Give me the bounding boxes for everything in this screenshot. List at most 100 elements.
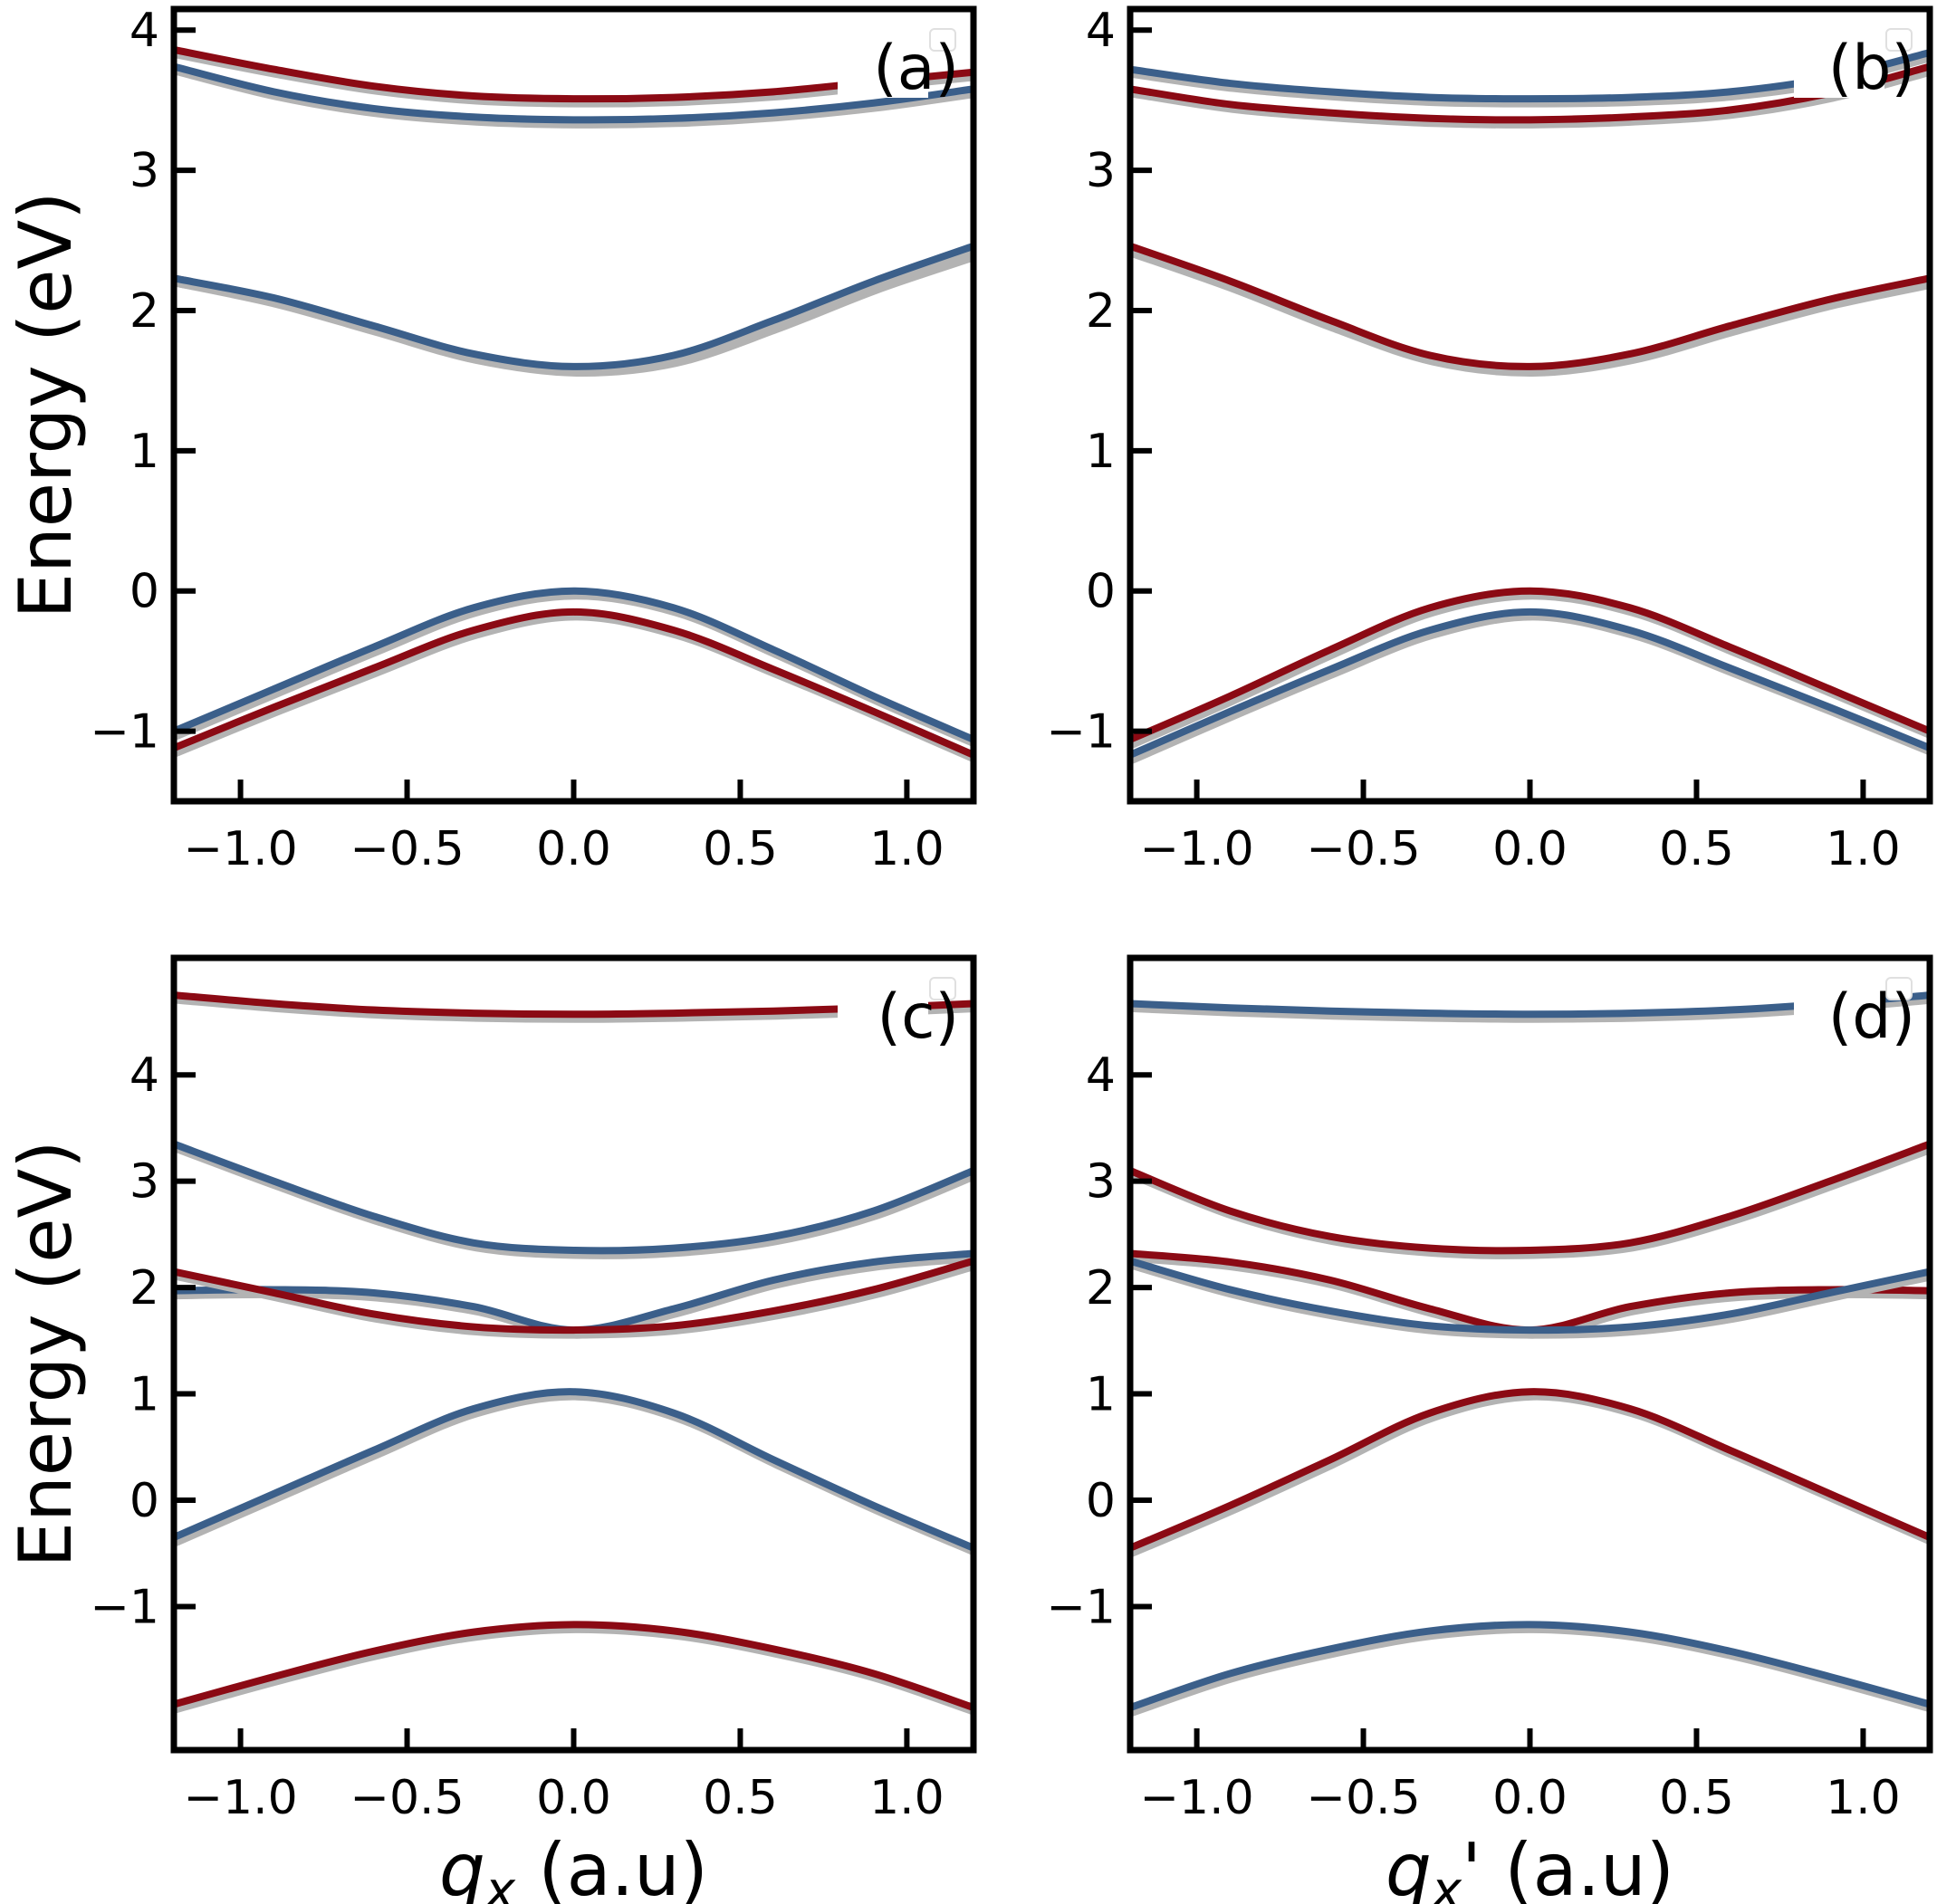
series-group <box>1130 49 1930 764</box>
y-tick-label: −1 <box>1046 1580 1116 1634</box>
y-tick-label: 1 <box>1086 1368 1116 1422</box>
y-tick-label: 4 <box>1086 1048 1116 1103</box>
x-axis-title-subscript: x <box>484 1861 516 1904</box>
panel-label: (a) <box>873 33 959 104</box>
series-shadow-mid-blue <box>174 1392 973 1556</box>
x-tick-label: 1.0 <box>1826 1771 1901 1825</box>
legend-box <box>1885 977 1913 1000</box>
panel-a: −1.0 −0.5 0.0 0.5 1.0 −1 0 1 2 3 4 (a) Energy (eV) <box>4 4 977 876</box>
panel-label: (c) <box>877 981 959 1053</box>
y-tick-label: 1 <box>1086 425 1116 479</box>
legend-box <box>1885 28 1913 52</box>
x-tick-label: −1.0 <box>183 822 297 876</box>
series-shadow-middle-red <box>174 253 973 378</box>
panel-b: −1.0 −0.5 0.0 0.5 1.0 −1 0 1 2 3 4 (b) <box>1046 4 1933 876</box>
series-shadow-middle-blue <box>174 247 973 376</box>
y-tick-label: 3 <box>129 144 159 198</box>
y-tick-label: 2 <box>1086 284 1116 339</box>
panel-label-background <box>1794 29 1884 98</box>
panel-d: −1.0 −0.5 0.0 0.5 1.0 −1 0 1 2 3 4 (d) qx' (a.u) <box>1046 954 1933 1904</box>
x-tick-label: −1.0 <box>1139 822 1253 876</box>
y-tick-label: 4 <box>1086 4 1116 58</box>
y-tick-label: 2 <box>129 284 159 339</box>
y-tick-label: 4 <box>129 4 159 58</box>
panel-label-background <box>838 29 928 98</box>
y-tick-label: 0 <box>129 565 159 619</box>
x-tick-label: −0.5 <box>350 1771 464 1825</box>
panel-label: (b) <box>1828 33 1915 104</box>
x-tick-label: 1.0 <box>869 1771 945 1825</box>
series-line-lower-blue <box>174 587 973 743</box>
x-axis-title-symbol: q <box>439 1828 485 1904</box>
x-tick-label: 1.0 <box>869 822 945 876</box>
series-line-middle-red <box>1130 242 1930 370</box>
series-shadow-upper-blue <box>174 1144 973 1259</box>
series-line-upper-blue <box>174 1140 973 1255</box>
series-line-upper-red <box>1130 62 1930 124</box>
series-line-bottom-red <box>174 1621 973 1712</box>
y-tick-label: 3 <box>1086 1155 1116 1210</box>
y-tick-label: 4 <box>129 1048 159 1103</box>
panel-label-background <box>1794 978 1884 1047</box>
axes-frame <box>170 954 977 1754</box>
axes-frame <box>1127 5 1933 805</box>
x-tick-label: 1.0 <box>1826 822 1901 876</box>
x-axis-title: qx (a.u) <box>439 1828 708 1904</box>
x-tick-label: 0.0 <box>536 1771 611 1825</box>
series-shadow-upper-red <box>1130 67 1930 129</box>
series-shadow-middle-red <box>1130 246 1930 376</box>
x-axis-title-symbol: q <box>1386 1828 1432 1904</box>
series-shadow-bottom-red <box>174 1624 973 1716</box>
x-tick-label: −0.5 <box>1306 822 1420 876</box>
x-tick-label: −0.5 <box>1306 1771 1420 1825</box>
x-axis-title: qx' (a.u) <box>1386 1828 1674 1904</box>
y-tick-label: 1 <box>129 1368 159 1422</box>
y-tick-label: 0 <box>129 1474 159 1528</box>
series-line-upper-blue <box>174 62 973 124</box>
y-axis-title: Energy (eV) <box>4 192 88 619</box>
series-shadow-bottom-blue <box>1130 1624 1930 1717</box>
series-line-lower-blue <box>1130 608 1930 759</box>
y-tick-label: 3 <box>129 1155 159 1210</box>
x-tick-label: 0.0 <box>1492 822 1568 876</box>
panel-c: −1.0 −0.5 0.0 0.5 1.0 −1 0 1 2 3 4 (c) Energy (eV) qx… <box>4 954 977 1904</box>
x-tick-label: −1.0 <box>183 1771 297 1825</box>
legend-box <box>929 977 956 1000</box>
x-axis-title-subscript: x <box>1430 1861 1462 1904</box>
y-tick-label: −1 <box>90 705 159 760</box>
axes-frame <box>170 5 977 805</box>
y-tick-label: 0 <box>1086 1474 1116 1528</box>
series-shadow-cross-blue <box>1130 1261 1930 1339</box>
x-tick-label: 0.5 <box>1659 1771 1734 1825</box>
series-line-lower-red <box>174 608 973 759</box>
series-shadow-mid-red <box>1130 1392 1930 1557</box>
series-group <box>174 991 973 1716</box>
series-line-bottom-blue <box>1130 1621 1930 1712</box>
x-tick-label: 0.5 <box>1659 822 1734 876</box>
y-tick-label: 0 <box>1086 565 1116 619</box>
panel-label-background <box>838 978 928 1047</box>
series-line-upper-red <box>1130 1140 1930 1255</box>
x-tick-label: 0.0 <box>1492 1771 1568 1825</box>
y-tick-label: −1 <box>90 1580 159 1634</box>
y-tick-label: −1 <box>1046 705 1116 760</box>
series-line-cross-blue <box>1130 1257 1930 1335</box>
x-tick-label: 0.5 <box>703 822 778 876</box>
panel-label: (d) <box>1828 981 1915 1053</box>
axes-frame <box>1127 954 1933 1754</box>
x-tick-label: −1.0 <box>1139 1771 1253 1825</box>
x-axis-title-units: ' (a.u) <box>1462 1828 1674 1904</box>
series-group <box>174 45 973 763</box>
series-shadow-upper-red <box>1130 1144 1930 1259</box>
y-tick-label: 2 <box>1086 1261 1116 1316</box>
y-axis-title: Energy (eV) <box>4 1141 88 1568</box>
x-axis-title-units: (a.u) <box>515 1828 708 1904</box>
x-tick-label: −0.5 <box>350 822 464 876</box>
legend-box <box>929 28 956 52</box>
series-shadow-upper-blue <box>174 67 973 129</box>
series-shadow-cross-red <box>174 1261 973 1339</box>
y-tick-label: 1 <box>129 425 159 479</box>
series-line-mid-red <box>1130 1388 1930 1552</box>
y-tick-label: 2 <box>129 1261 159 1316</box>
